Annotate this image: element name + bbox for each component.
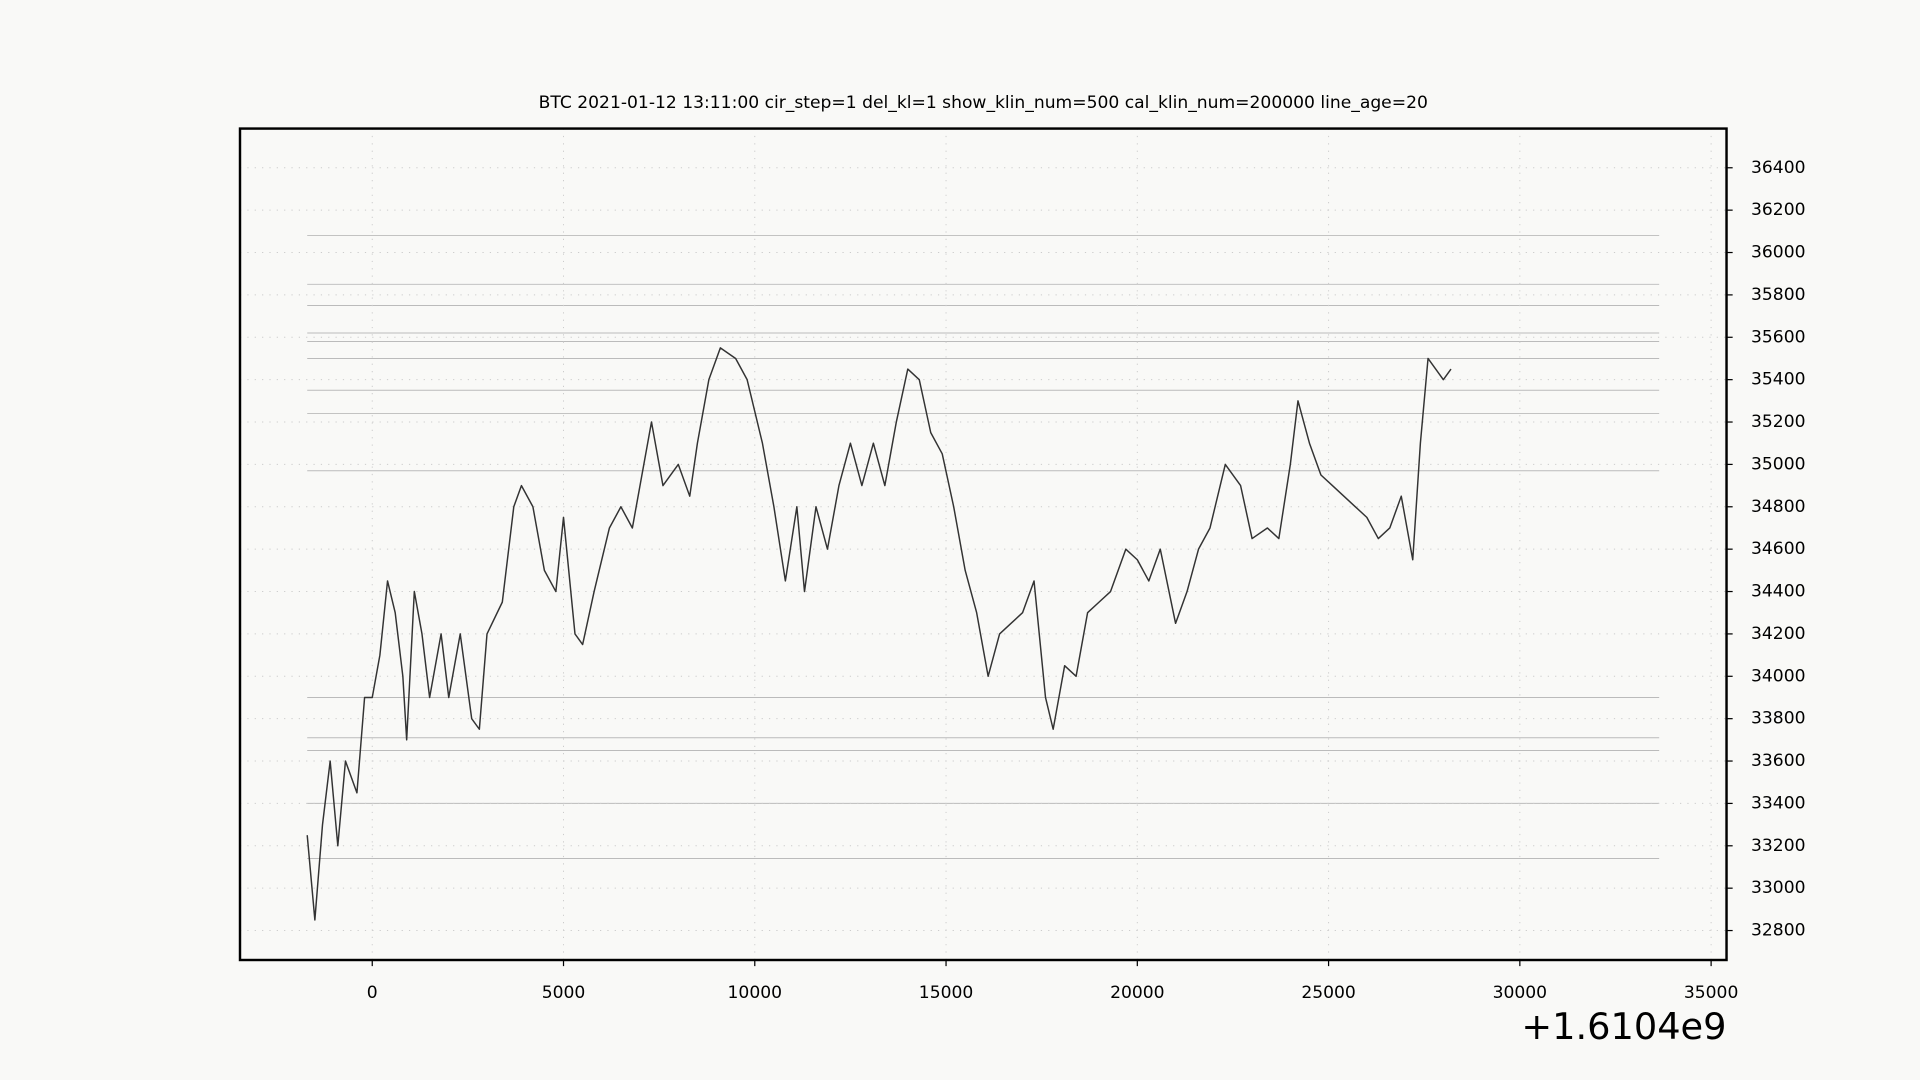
x-tick-label: 10000 [728,983,782,1003]
plot-frame [238,127,1728,962]
y-tick-label: 35600 [1751,327,1805,347]
y-tick-label: 36200 [1751,200,1805,220]
x-tick-label: 35000 [1684,983,1738,1003]
y-tick-label: 34600 [1751,539,1805,559]
x-tick-label: 5000 [542,983,586,1003]
y-tick-label: 33400 [1751,793,1805,813]
y-tick-label: 33800 [1751,709,1805,729]
price-line [306,347,1452,921]
x-tick-label: 0 [367,983,378,1003]
y-tick-label: 35200 [1751,412,1805,432]
x-tick-label: 25000 [1301,983,1355,1003]
x-tick-label: 30000 [1493,983,1547,1003]
y-tick-label: 33000 [1751,878,1805,898]
y-tick-label: 35000 [1751,454,1805,474]
y-tick-label: 34200 [1751,624,1805,644]
y-tick-label: 34400 [1751,582,1805,602]
x-tick-label: 20000 [1110,983,1164,1003]
y-tick-label: 35800 [1751,285,1805,305]
y-tick-label: 35400 [1751,370,1805,390]
y-tick-label: 32800 [1751,921,1805,941]
y-tick-label: 36000 [1751,243,1805,263]
x-offset-label: +1.6104e9 [1521,1005,1726,1048]
chart-title: BTC 2021-01-12 13:11:00 cir_step=1 del_k… [539,93,1428,113]
y-tick-label: 33200 [1751,836,1805,856]
y-tick-label: 33600 [1751,751,1805,771]
y-tick-label: 36400 [1751,158,1805,178]
x-tick-label: 15000 [919,983,973,1003]
y-tick-label: 34800 [1751,497,1805,517]
y-tick-label: 34000 [1751,666,1805,686]
